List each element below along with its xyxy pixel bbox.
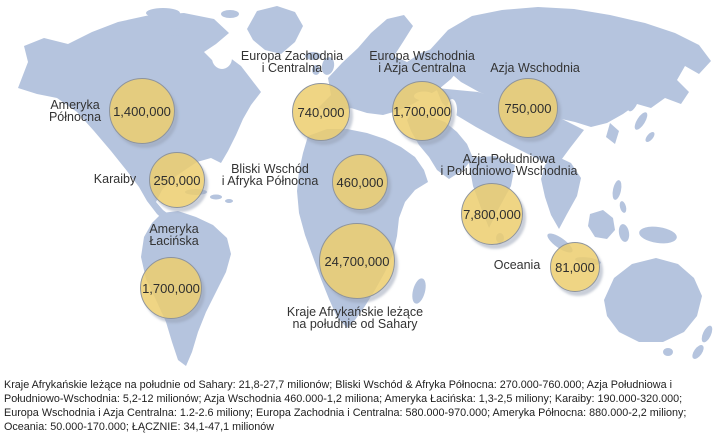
region-value: 740,000: [297, 104, 345, 120]
region-value: 250,000: [153, 172, 201, 188]
korea-peninsula: [606, 123, 619, 144]
region-label-middle-east-north-africa: Bliski Wschód i Afryka Północna: [221, 162, 319, 188]
region-label-latin-america: Ameryka Łacińska: [149, 222, 199, 248]
region-value: 750,000: [504, 100, 552, 116]
region-bubble-west-central-europe: 740,000: [292, 83, 350, 141]
region-value: 1,400,000: [113, 103, 171, 119]
new-zealand-islands: [663, 325, 713, 359]
region-bubble-east-asia: 750,000: [498, 78, 558, 138]
japan-islands: [627, 94, 655, 142]
region-value: 24,700,000: [324, 253, 390, 269]
british-isles: [312, 57, 335, 75]
region-label-east-asia: Azja Wschodnia: [490, 61, 580, 75]
greenland-landmass: [247, 6, 303, 54]
region-bubble-oceania: 81,000: [550, 242, 600, 292]
region-label-north-america: Ameryka Północna: [48, 98, 102, 124]
region-bubble-sub-saharan-africa: 24,700,000: [319, 223, 395, 299]
region-bubble-latin-america: 1,700,000: [140, 257, 202, 319]
iceland-island: [305, 52, 321, 60]
region-label-sub-saharan-africa: Kraje Afrykańskie leżące na południe od …: [286, 305, 424, 331]
region-value: 1,700,000: [142, 280, 200, 296]
region-label-west-central-europe: Europa Zachodnia i Centralna: [240, 49, 344, 75]
indochina-landmass: [541, 155, 581, 229]
region-label-south-southeast-asia: Azja Południowa i Południowo-Wschodnia: [440, 152, 578, 178]
footnote-line-1: Kraje Afrykańskie leżące na południe od …: [4, 379, 672, 391]
region-label-caribbean: Karaiby: [93, 172, 137, 186]
region-value: 7,800,000: [463, 206, 521, 222]
footnote-line-3: Europa Wschodnia i Azja Centralna: 1.2-2…: [4, 407, 687, 419]
footnote-line-4: Oceania: 50.000-170.000; ŁĄCZNIE: 34,1-4…: [4, 421, 275, 433]
region-bubble-middle-east-north-africa: 460,000: [332, 154, 388, 210]
region-bubble-east-europe-central-asia: 1,700,000: [392, 81, 452, 141]
region-bubble-caribbean: 250,000: [149, 152, 205, 208]
region-label-east-europe-central-asia: Europa Wschodnia i Azja Centralna: [369, 49, 475, 75]
region-bubble-north-america: 1,400,000: [109, 78, 175, 144]
region-label-oceania: Oceania: [493, 258, 541, 272]
region-value: 460,000: [336, 174, 384, 190]
australia-landmass: [604, 258, 702, 342]
region-value: 81,000: [555, 259, 595, 275]
footnote-line-2: Południowo-Wschodnia: 5,2-12 milionów; A…: [4, 393, 683, 405]
region-value: 1,700,000: [393, 103, 451, 119]
footnote: Kraje Afrykańskie leżące na południe od …: [4, 378, 728, 434]
madagascar-island: [412, 278, 426, 304]
arctic-islands: [146, 8, 239, 36]
region-bubble-south-southeast-asia: 7,800,000: [461, 183, 523, 245]
